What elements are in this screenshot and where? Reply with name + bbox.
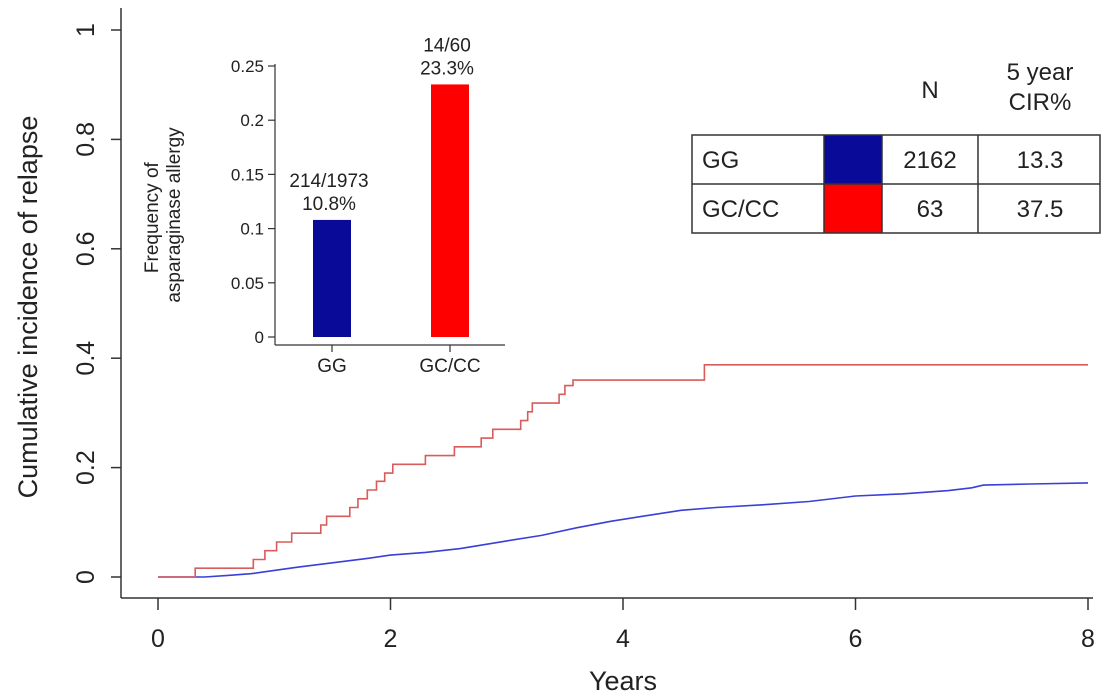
main-x-tick-label: 2	[384, 625, 398, 653]
main-y-tick-label: 1	[72, 23, 100, 37]
main-y-tick-label: 0.4	[72, 341, 100, 376]
inset-category-label: GG	[317, 356, 347, 377]
inset-bar-chart: 0 0.05 0.1 0.15 0.2 0.25 GG GC/CC 214/197310.8…	[142, 35, 505, 377]
inset-title-line-2: asparaginase allergy	[164, 127, 185, 303]
main-series-lines	[158, 364, 1089, 578]
inset-y-ticks: 0 0.05 0.1 0.15 0.2 0.25	[231, 57, 275, 347]
inset-y-tick-label: 0	[255, 328, 264, 347]
inset-y-tick-label: 0.15	[231, 165, 264, 184]
table-cell-genotype-gg: GG	[702, 147, 739, 174]
inset-count-label: 14/60	[423, 35, 471, 56]
main-y-tick-label: 0.2	[72, 450, 100, 485]
inset-count-label: 214/1973	[289, 171, 368, 192]
inset-category-labels: GG GC/CC	[317, 345, 481, 377]
inset-y-tick-label: 0.1	[240, 220, 264, 239]
main-x-tick-label: 8	[1081, 625, 1095, 653]
main-x-tick-label: 4	[616, 625, 630, 653]
main-chart: 0 0.2 0.4 0.6 0.8 1 0 2 4 6 8 Years Cumulative in…	[13, 8, 1095, 696]
table-cell-cir-gg: 13.3	[1017, 147, 1064, 174]
inset-y-tick-label: 0.2	[240, 111, 264, 130]
table-swatch-gccc	[824, 184, 882, 233]
main-y-tick-label: 0.6	[72, 231, 100, 266]
legend-table: N 5 year CIR% GG 2162 13.3 GC/CC 63 37.5	[691, 59, 1101, 234]
series-line-gg	[158, 482, 1089, 578]
table-cell-n-gccc: 63	[917, 196, 944, 223]
table-header-n: N	[921, 77, 938, 104]
main-x-tick-label: 0	[151, 625, 165, 653]
main-y-tick-label: 0.8	[72, 122, 100, 157]
table-swatch-gg	[824, 135, 882, 184]
inset-bar-gg	[313, 219, 351, 337]
inset-y-axis-title: Frequency of asparaginase allergy	[142, 127, 185, 303]
main-x-axis-title: Years	[589, 666, 657, 696]
table-cell-n-gg: 2162	[903, 147, 956, 174]
inset-bar-gccc	[431, 84, 469, 337]
main-y-ticks: 0 0.2 0.4 0.6 0.8 1	[72, 23, 121, 584]
inset-percent-label: 10.8%	[302, 194, 356, 215]
main-y-tick-label: 0	[72, 570, 100, 584]
inset-percent-label: 23.3%	[420, 58, 474, 79]
table-header-cir: CIR%	[1009, 89, 1072, 116]
inset-category-label: GC/CC	[419, 356, 480, 377]
inset-bars	[313, 84, 469, 337]
inset-y-tick-label: 0.25	[231, 57, 264, 76]
main-y-axis-title: Cumulative incidence of relapse	[13, 116, 43, 499]
main-x-ticks: 0 2 4 6 8	[151, 598, 1095, 653]
main-x-tick-label: 6	[849, 625, 863, 653]
table-cell-genotype-gccc: GC/CC	[702, 196, 779, 223]
inset-y-tick-label: 0.05	[231, 274, 264, 293]
inset-title-line-1: Frequency of	[142, 161, 163, 273]
table-header-5year: 5 year	[1007, 59, 1074, 86]
table-cell-cir-gccc: 37.5	[1017, 196, 1064, 223]
series-line-gccc	[158, 364, 1088, 578]
